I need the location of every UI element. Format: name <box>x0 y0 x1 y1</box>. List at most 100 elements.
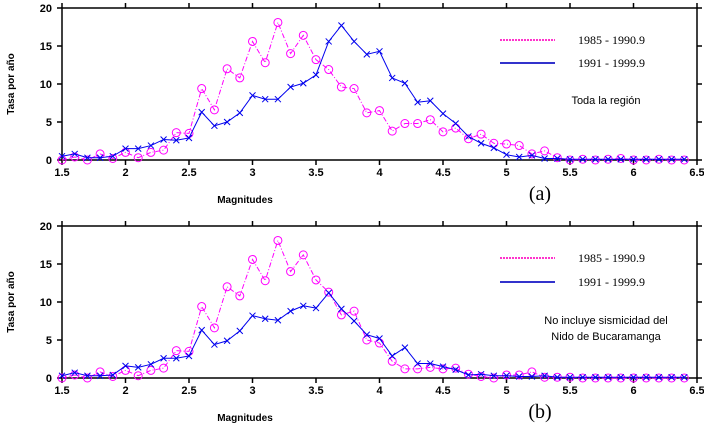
data-point <box>463 369 473 379</box>
data-point <box>312 71 320 79</box>
data-point <box>668 373 675 381</box>
data-point <box>590 373 600 383</box>
annotation-text: Nido de Bucaramanga <box>551 331 661 343</box>
panel-label: (b) <box>528 401 551 423</box>
y-tick-label: 10 <box>40 79 52 91</box>
y-tick-label: 0 <box>46 373 52 385</box>
data-point <box>172 136 180 144</box>
data-point <box>565 155 575 165</box>
data-point <box>566 373 574 381</box>
data-point <box>236 109 244 117</box>
x-axis-label: Magnitudes <box>217 413 273 424</box>
data-point <box>58 152 66 160</box>
data-point <box>552 153 562 163</box>
data-point <box>211 341 218 348</box>
x-tick-label: 5 <box>503 385 509 397</box>
data-point <box>452 120 460 127</box>
data-point <box>159 363 169 373</box>
data-point <box>109 371 117 379</box>
x-tick-label: 4.5 <box>435 385 450 397</box>
data-point <box>477 370 485 378</box>
data-point <box>401 344 409 351</box>
legend-label: 1985 - 1990.9 <box>578 251 645 265</box>
data-point <box>286 267 296 277</box>
data-point <box>260 276 270 286</box>
data-point <box>147 142 155 149</box>
x-tick-label: 2 <box>122 167 128 179</box>
y-tick-label: 5 <box>46 117 52 129</box>
data-point <box>71 369 79 377</box>
data-point <box>679 373 689 383</box>
x-tick-label: 1.5 <box>54 167 69 179</box>
data-point <box>425 115 435 125</box>
data-point <box>311 55 321 65</box>
data-point <box>578 373 588 383</box>
data-point <box>528 373 536 380</box>
data-point <box>286 49 296 59</box>
x-tick-label: 5.5 <box>562 167 577 179</box>
data-point <box>350 38 358 45</box>
data-point <box>400 364 410 374</box>
data-point <box>84 154 91 162</box>
data-point <box>57 373 67 383</box>
data-point <box>260 58 270 68</box>
data-point <box>274 95 282 103</box>
data-point <box>376 335 383 342</box>
data-point <box>590 155 600 165</box>
data-point <box>655 155 663 163</box>
data-point <box>249 312 256 320</box>
data-point <box>222 64 232 74</box>
data-point <box>133 371 143 381</box>
data-point <box>439 110 447 117</box>
data-point <box>146 147 156 157</box>
data-point <box>146 365 156 375</box>
data-point <box>592 373 599 381</box>
data-point <box>362 108 372 118</box>
series-line-2 <box>61 24 685 160</box>
data-point <box>338 22 345 29</box>
data-point <box>490 144 498 152</box>
plot-frame <box>61 225 698 379</box>
data-point <box>209 105 219 115</box>
data-point <box>70 152 80 162</box>
annotation-text: Toda la región <box>571 95 640 107</box>
plot-frame <box>61 7 698 161</box>
y-tick-label: 20 <box>40 221 52 233</box>
data-point <box>325 289 333 297</box>
data-point <box>667 155 677 165</box>
data-point <box>160 354 167 362</box>
data-point <box>566 155 574 163</box>
data-point <box>133 153 143 163</box>
x-tick-label: 2.5 <box>181 167 196 179</box>
data-point <box>465 133 472 140</box>
data-point <box>324 65 334 75</box>
data-point <box>338 305 345 313</box>
x-tick-label: 5.5 <box>562 385 577 397</box>
data-point <box>349 84 359 94</box>
data-point <box>603 373 613 383</box>
legend-label: 1991 - 1999.9 <box>578 56 645 70</box>
data-point <box>642 373 650 381</box>
data-point <box>541 155 548 162</box>
data-point <box>336 82 346 92</box>
data-point <box>58 372 66 380</box>
data-point <box>249 92 256 99</box>
data-point <box>426 97 434 105</box>
x-tick-label: 3 <box>249 385 255 397</box>
y-tick-label: 5 <box>46 335 52 347</box>
x-tick-label: 3.5 <box>308 385 323 397</box>
data-point <box>452 366 460 373</box>
data-point <box>336 310 346 320</box>
data-point <box>350 317 358 325</box>
data-point <box>592 155 599 163</box>
data-point <box>312 304 320 312</box>
data-point <box>122 145 129 152</box>
data-point <box>197 84 207 94</box>
y-tick-label: 15 <box>40 259 52 271</box>
data-point <box>616 153 626 163</box>
y-axis-label: Tasa por año <box>6 271 17 333</box>
data-point <box>261 95 269 103</box>
data-point <box>171 128 181 138</box>
data-point <box>465 371 472 379</box>
